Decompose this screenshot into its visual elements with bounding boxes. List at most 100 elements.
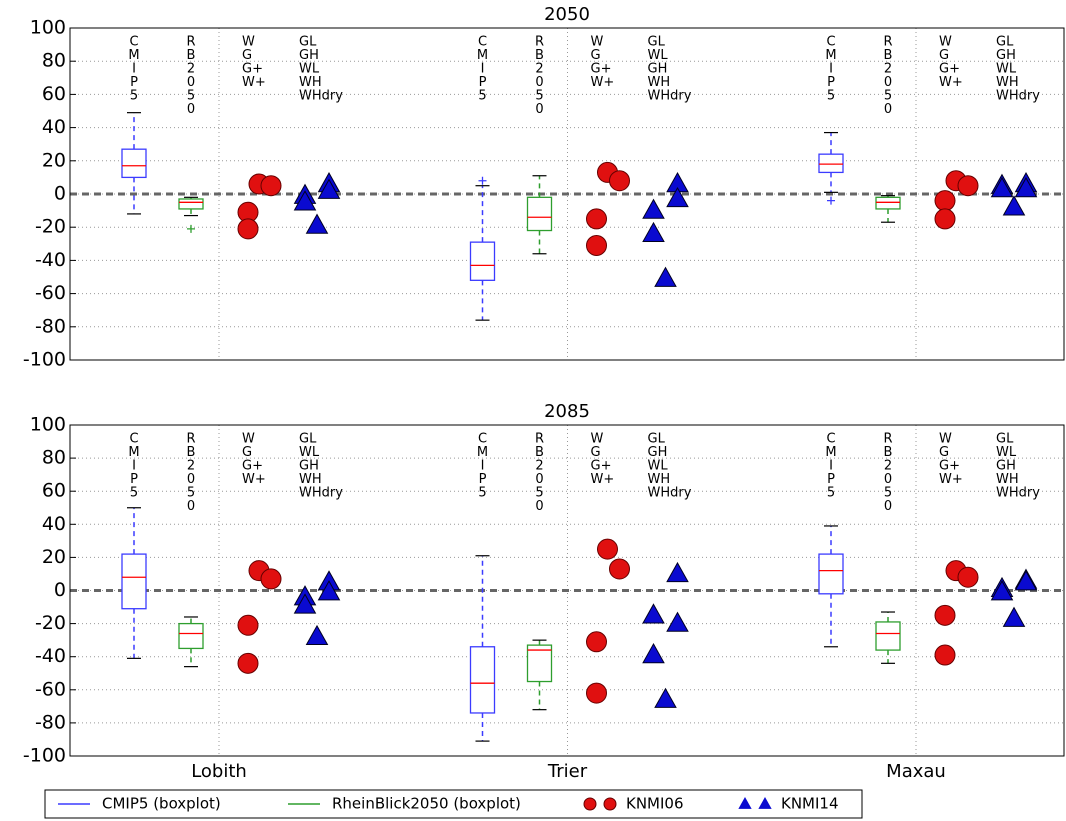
box xyxy=(469,646,496,714)
annotation: WH xyxy=(996,472,1019,487)
annotation: M xyxy=(477,445,488,460)
y-tick-label: -80 xyxy=(35,711,66,733)
annotation: R xyxy=(535,35,544,50)
box xyxy=(121,148,147,179)
annotation: 5 xyxy=(535,89,543,104)
annotation: I xyxy=(829,459,833,474)
legend-label: KNMI06 xyxy=(626,795,684,813)
x-tick-label: Trier xyxy=(547,761,588,782)
annotation: GL xyxy=(648,432,666,447)
annotation: 5 xyxy=(187,89,195,104)
box xyxy=(121,553,147,610)
annotation: 0 xyxy=(187,75,195,90)
point xyxy=(666,561,689,583)
annotation: M xyxy=(128,445,139,460)
annotation: W+ xyxy=(591,472,615,487)
annotation: B xyxy=(535,48,544,63)
annotation: WL xyxy=(299,62,320,77)
annotation: 0 xyxy=(884,472,892,487)
y-tick-label: -40 xyxy=(35,249,66,271)
annotation: WHdry xyxy=(648,89,692,104)
annotation: I xyxy=(829,62,833,77)
point xyxy=(990,580,1014,601)
y-tick-label: 60 xyxy=(42,83,66,105)
annotation: P xyxy=(130,75,138,90)
annotation: 0 xyxy=(884,102,892,117)
point xyxy=(237,614,259,636)
annotation: W xyxy=(242,35,255,50)
box xyxy=(875,196,901,210)
annotation: G xyxy=(591,48,601,63)
annotation: 5 xyxy=(130,89,138,104)
annotation: 5 xyxy=(478,486,486,501)
annotation: I xyxy=(132,459,136,474)
x-tick-label: Maxau xyxy=(886,761,946,782)
annotation: 5 xyxy=(130,486,138,501)
annotation: GH xyxy=(996,459,1016,474)
box xyxy=(178,198,204,210)
annotation: 0 xyxy=(884,75,892,90)
point xyxy=(237,652,259,674)
annotation: GL xyxy=(996,432,1014,447)
annotation: 2 xyxy=(884,459,892,474)
annotation: WH xyxy=(648,75,671,90)
annotation: 5 xyxy=(535,486,543,501)
annotation: P xyxy=(479,75,487,90)
y-tick-label: 80 xyxy=(42,447,66,469)
annotation: GH xyxy=(648,445,668,460)
annotation: I xyxy=(481,459,485,474)
legend xyxy=(44,789,863,819)
y-tick-label: 40 xyxy=(42,513,66,535)
annotation: 2 xyxy=(535,459,543,474)
annotation: M xyxy=(477,48,488,63)
annotation: 2 xyxy=(884,62,892,77)
annotation: M xyxy=(128,48,139,63)
annotation: R xyxy=(535,432,544,447)
flier xyxy=(187,224,195,233)
annotation: WH xyxy=(299,472,322,487)
y-tick-label: 0 xyxy=(54,579,66,601)
point xyxy=(957,175,979,197)
annotation: 0 xyxy=(535,75,543,90)
annotation: W xyxy=(242,432,255,447)
y-tick-label: 20 xyxy=(42,546,66,568)
annotation: P xyxy=(827,472,835,487)
y-tick-label: -40 xyxy=(35,645,66,667)
point xyxy=(666,186,689,208)
point xyxy=(597,538,618,560)
point xyxy=(609,558,630,580)
point xyxy=(934,644,956,666)
annotation: W+ xyxy=(939,75,963,90)
flier xyxy=(827,196,835,205)
annotation: C xyxy=(129,432,138,447)
annotation: M xyxy=(825,48,836,63)
annotation: W+ xyxy=(242,472,266,487)
annotation: W xyxy=(591,432,604,447)
annotation: GH xyxy=(299,459,319,474)
annotation: 0 xyxy=(884,499,892,514)
y-tick-label: 40 xyxy=(42,116,66,138)
point xyxy=(586,208,607,230)
box xyxy=(526,644,553,683)
annotation: GL xyxy=(299,35,317,50)
annotation: WH xyxy=(648,472,671,487)
legend-label: CMIP5 (boxplot) xyxy=(102,795,221,813)
annotation: 5 xyxy=(827,89,835,104)
point xyxy=(654,266,677,287)
annotation: G+ xyxy=(939,62,960,77)
legend-swatch xyxy=(738,797,752,809)
point xyxy=(586,631,607,653)
annotation: W xyxy=(939,35,952,50)
annotation: C xyxy=(478,35,487,50)
point xyxy=(934,190,956,212)
annotation: 2 xyxy=(187,459,195,474)
annotation: C xyxy=(478,432,487,447)
annotation: R xyxy=(186,432,195,447)
point xyxy=(260,568,282,590)
point xyxy=(990,176,1014,198)
y-tick-label: -60 xyxy=(35,678,66,700)
y-tick-label: -100 xyxy=(23,745,66,767)
box xyxy=(818,153,844,174)
annotation: WL xyxy=(648,459,669,474)
annotation: GH xyxy=(648,62,668,77)
